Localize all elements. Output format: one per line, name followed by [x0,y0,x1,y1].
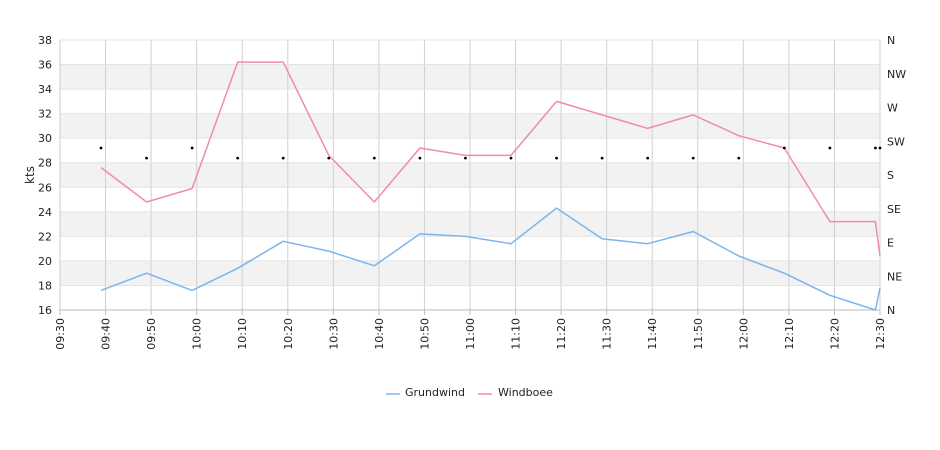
series-direction-points [99,146,882,160]
x-tick-label: 11:20 [555,318,568,350]
y-tick-label: 32 [38,108,52,121]
legend: Grundwind Windboee [386,386,553,399]
y-axis-title: kts [23,166,37,184]
x-tick-label: 11:40 [646,318,659,350]
direction-point [878,146,882,150]
x-tick-label: 11:50 [692,318,705,350]
legend-item-windboee[interactable]: Windboee [478,386,553,399]
x-tick-label: 11:30 [601,318,614,350]
x-tick-label: 10:00 [191,318,204,350]
axes [59,40,880,311]
direction-point [372,156,376,160]
legend-item-grundwind[interactable]: Grundwind [386,386,465,399]
x-tick-label: 10:50 [418,318,431,350]
y-tick-label: 34 [38,83,52,96]
x-tick-label: 10:20 [282,318,295,350]
legend-label-grundwind: Grundwind [405,386,465,399]
x-tick-label: 12:30 [874,318,887,350]
direction-point [828,146,832,150]
legend-label-windboee: Windboee [498,386,553,399]
direction-point [418,156,422,160]
x-tick-label: 10:40 [373,318,386,350]
y-tick-label: 22 [38,230,52,243]
y-tick-label: 16 [38,304,52,317]
direction-point [464,156,467,160]
y-tick-label: 30 [38,132,52,145]
direction-point [737,156,741,160]
x-tick-label: 11:10 [510,318,523,350]
right-tick-label: SW [887,135,905,148]
series-grundwind-points [100,208,881,311]
direction-point [99,146,103,150]
y-tick-label: 38 [38,34,52,47]
x-tick-label: 12:20 [828,318,841,350]
y-tick-label: 36 [38,59,52,72]
right-tick-label: W [887,102,898,115]
series-windboee-points [100,61,881,257]
direction-point [509,156,513,160]
direction-point [600,156,604,160]
y-tick-label: 18 [38,279,52,292]
right-tick-label: NW [887,68,906,81]
direction-point [874,146,877,150]
right-tick-label: NE [887,270,902,283]
y-tick-label: 28 [38,157,52,170]
right-tick-labels: N NE E SE S SW W NW N [887,34,906,317]
direction-point [281,156,285,160]
direction-point [646,156,650,160]
x-tick-label: 12:10 [783,318,796,350]
direction-point [327,156,331,160]
x-tick-labels: 09:30 09:40 09:50 10:00 10:10 10:20 10:30 10:40… [54,318,887,350]
x-tick-label: 09:40 [100,318,113,350]
right-tick-label: S [887,169,894,182]
direction-point [190,146,194,150]
y-tick-labels: 16 18 20 22 24 26 28 30 32 34 36 38 [38,34,52,317]
right-tick-label: N [887,34,895,47]
y-gridlines [60,39,880,311]
direction-point [782,146,786,150]
direction-point [691,156,695,160]
x-tick-label: 09:30 [54,318,67,350]
series-layer [99,61,882,311]
direction-point [145,156,148,160]
direction-point [555,156,558,160]
y-tick-label: 20 [38,255,52,268]
y-tick-label: 24 [38,206,52,219]
x-tick-label: 10:10 [236,318,249,350]
x-gridlines [59,40,881,315]
x-tick-label: 10:30 [327,318,340,350]
right-tick-label: E [887,237,894,250]
y-tick-label: 26 [38,181,52,194]
direction-point [236,156,240,160]
x-tick-label: 11:00 [464,318,477,350]
right-tick-label: N [887,304,895,317]
right-tick-label: SE [887,203,901,216]
x-tick-label: 09:50 [145,318,158,350]
x-tick-label: 12:00 [737,318,750,350]
